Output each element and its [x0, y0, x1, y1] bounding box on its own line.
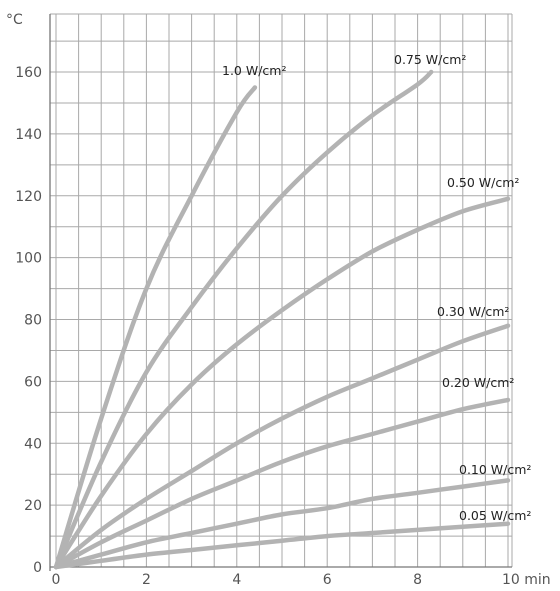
- y-tick-label: 140: [15, 127, 42, 143]
- y-tick-label: 0: [33, 560, 42, 576]
- series-label: 1.0 W/cm²: [222, 63, 286, 78]
- labels: 0 20 40 60 80 100 120 140 160 0 2 4 6 8 1.0 W/cm² 0.75 …: [15, 52, 531, 588]
- x-axis-unit-label: 10 min: [502, 572, 551, 588]
- axes: [49, 14, 512, 571]
- series-line: [53, 521, 511, 570]
- y-tick-label: 160: [15, 65, 42, 81]
- series-line: [53, 397, 511, 570]
- y-tick-label: 60: [24, 374, 42, 390]
- series-line: [53, 196, 511, 570]
- y-tick-label: 120: [15, 189, 42, 205]
- x-tick-label: 2: [142, 572, 151, 588]
- series-label: 0.20 W/cm²: [442, 375, 514, 390]
- x-tick-label: 6: [323, 572, 332, 588]
- series-line: [53, 85, 258, 570]
- series-line: [53, 478, 511, 570]
- series-line: [53, 323, 511, 570]
- series-line: [53, 69, 434, 570]
- y-axis-unit-label: °C: [6, 12, 23, 28]
- grid: [49, 13, 513, 567]
- y-tick-label: 20: [24, 498, 42, 514]
- y-tick-label: 80: [24, 313, 42, 329]
- series-label: 0.50 W/cm²: [447, 175, 519, 190]
- x-tick-label: 8: [413, 572, 422, 588]
- series-label: 0.10 W/cm²: [459, 462, 531, 477]
- y-tick-label: 40: [24, 436, 42, 452]
- series-label: 0.05 W/cm²: [459, 508, 531, 523]
- x-tick-label: 4: [232, 572, 241, 588]
- x-tick-label: 0: [52, 572, 61, 588]
- series-label: 0.30 W/cm²: [437, 304, 509, 319]
- y-tick-label: 100: [15, 251, 42, 267]
- series-label: 0.75 W/cm²: [394, 52, 466, 67]
- curves: [53, 69, 511, 570]
